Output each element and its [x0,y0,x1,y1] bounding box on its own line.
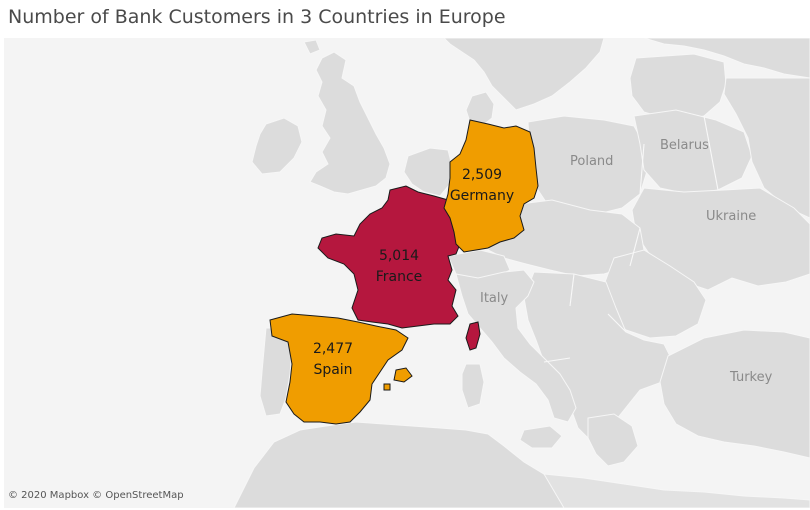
map-canvas[interactable]: Poland Belarus Ukraine Italy Turkey 5,01… [4,38,810,508]
border-lines-east [543,115,719,363]
country-label-ukraine: Ukraine [706,209,756,224]
region-spain[interactable] [269,313,409,425]
land-balkans [523,271,675,443]
country-label-poland: Poland [570,154,613,169]
region-balearic-islands[interactable] [393,367,413,383]
data-label-france-name: France [376,269,423,285]
land-benelux [403,147,453,197]
country-label-turkey: Turkey [729,370,773,385]
country-label-italy: Italy [480,291,509,306]
data-label-france-value: 5,014 [379,248,419,264]
land-italy [455,269,577,423]
land-belarus [633,109,753,195]
land-ukraine [631,187,810,291]
data-label-germany-value: 2,509 [462,167,502,183]
land-libya [543,473,810,508]
map-attribution: © 2020 Mapbox © OpenStreetMap [8,490,184,501]
data-label-spain-name: Spain [313,362,352,378]
data-label-germany-name: Germany [450,188,514,204]
land-finland [643,38,810,79]
region-balearic-islet[interactable] [383,383,391,391]
land-sardinia [461,363,485,409]
land-great-britain [309,51,391,195]
region-corsica[interactable] [465,321,481,351]
chart-title: Number of Bank Customers in 3 Countries … [8,6,506,28]
data-label-spain-value: 2,477 [313,341,353,357]
land-ireland [251,117,303,175]
land-scandinavia [443,38,605,111]
map-viewport[interactable]: Poland Belarus Ukraine Italy Turkey 5,01… [4,38,810,508]
land-denmark [465,91,495,127]
land-russia [723,77,810,219]
country-label-belarus: Belarus [660,138,709,153]
land-turkey [659,329,810,459]
black-sea [704,290,810,330]
land-sicily [519,425,563,449]
land-greece [587,413,639,467]
land-scottish-isles [303,39,321,55]
region-germany[interactable] [443,119,539,253]
